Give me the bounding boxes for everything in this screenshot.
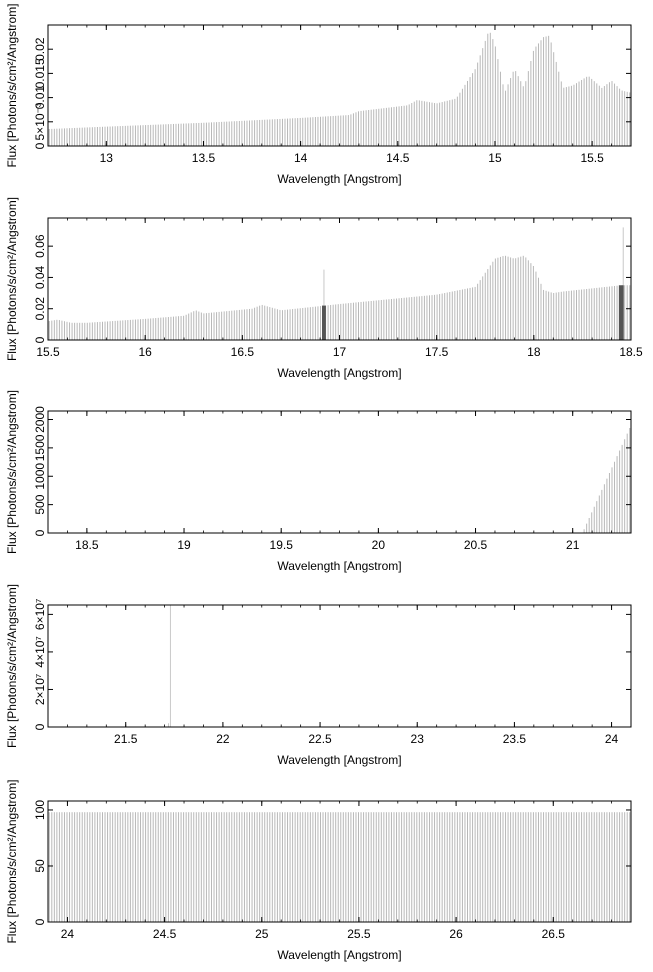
y-axis-label: Flux [Photons/s/cm²/Angstrom] <box>5 584 19 748</box>
spectrum-bars <box>167 605 171 727</box>
x-tick-label: 13 <box>100 151 114 165</box>
x-tick-label: 14.5 <box>386 151 410 165</box>
x-tick-label: 21.5 <box>114 732 138 746</box>
x-tick-label: 23.5 <box>503 732 527 746</box>
x-tick-label: 15.5 <box>580 151 604 165</box>
x-tick-label: 18 <box>527 345 541 359</box>
y-tick-label: 0.06 <box>33 234 47 258</box>
x-tick-label: 16 <box>138 345 152 359</box>
y-axis: 0 0.02 0.04 0.06 <box>33 234 631 343</box>
x-axis-label: Wavelength [Angstrom] <box>277 559 401 573</box>
spectrum-bars <box>48 32 631 146</box>
x-tick-label: 24 <box>605 732 619 746</box>
y-tick-label: 50 <box>33 859 47 873</box>
y-axis-label: Flux [Photons/s/cm²/Angstrom] <box>5 779 19 943</box>
highlighted-bar <box>618 285 624 340</box>
y-tick-label: 0.04 <box>33 265 47 289</box>
chart-panel-5: 24 24.5 25 25.5 26 26.5 0 50 100 Wavelength [Angs… <box>5 779 632 962</box>
x-axis: 24 24.5 25 25.5 26 26.5 <box>47 801 632 941</box>
x-tick-label: 17 <box>333 345 347 359</box>
spectrum-bars <box>48 227 631 340</box>
plot-frame <box>47 410 632 534</box>
x-tick-label: 18.5 <box>75 538 99 552</box>
y-tick-label: 5×10⁻³ <box>33 103 47 140</box>
y-tick-label: 0.02 <box>33 37 47 61</box>
x-axis: 21.5 22 22.5 23 23.5 24 <box>47 605 632 746</box>
x-tick-label: 22 <box>216 732 230 746</box>
y-axis-label: Flux [Photons/s/cm²/Angstrom] <box>5 3 19 167</box>
x-tick-label: 22.5 <box>308 732 332 746</box>
y-tick-label: 0.015 <box>33 58 47 88</box>
x-axis-label: Wavelength [Angstrom] <box>277 753 401 767</box>
x-axis-label: Wavelength [Angstrom] <box>277 172 401 186</box>
y-tick-label: 0 <box>33 723 47 730</box>
y-tick-label: 0 <box>33 142 47 149</box>
y-tick-label: 0.01 <box>33 86 47 110</box>
x-tick-label: 16.5 <box>231 345 255 359</box>
x-tick-label: 18.5 <box>619 345 643 359</box>
x-tick-label: 15 <box>488 151 502 165</box>
y-tick-label: 6×10⁷ <box>33 599 47 630</box>
highlighted-bar <box>322 305 326 340</box>
x-tick-label: 19 <box>177 538 191 552</box>
chart-panel-2: 15.5 16 16.5 17 17.5 18 18.5 0 0.02 0.04 0.06 Wavel… <box>5 197 643 380</box>
x-tick-label: 15.5 <box>36 345 60 359</box>
y-tick-label: 0.02 <box>33 297 47 321</box>
y-axis-label: Flux [Photons/s/cm²/Angstrom] <box>5 390 19 554</box>
y-tick-label: 0 <box>33 336 47 343</box>
y-tick-label: 4×10⁷ <box>33 636 47 667</box>
y-tick-label: 1500 <box>33 434 47 461</box>
x-tick-label: 23 <box>411 732 425 746</box>
x-tick-label: 17.5 <box>425 345 449 359</box>
x-tick-label: 21 <box>566 538 580 552</box>
x-tick-label: 14 <box>294 151 308 165</box>
x-axis-label: Wavelength [Angstrom] <box>277 948 401 962</box>
y-tick-label: 100 <box>33 800 47 820</box>
y-tick-label: 1000 <box>33 463 47 490</box>
y-tick-label: 2×10⁷ <box>33 674 47 705</box>
y-tick-label: 0 <box>33 918 47 925</box>
x-tick-label: 20 <box>372 538 386 552</box>
y-axis-label: Flux [Photons/s/cm²/Angstrom] <box>5 197 19 361</box>
chart-panel-4: 21.5 22 22.5 23 23.5 24 0 2×10⁷ 4×10⁷ 6×10⁷ Wavele… <box>5 584 632 767</box>
x-axis: 15.5 16 16.5 17 17.5 18 18.5 <box>36 218 643 359</box>
x-axis: 13 13.5 14 14.5 15 15.5 <box>47 25 632 165</box>
x-tick-label: 24 <box>61 927 75 941</box>
x-tick-label: 13.5 <box>192 151 216 165</box>
x-axis-label: Wavelength [Angstrom] <box>277 366 401 380</box>
x-tick-label: 26 <box>449 927 463 941</box>
y-tick-label: 500 <box>33 494 47 514</box>
y-axis: 0 50 100 <box>33 800 631 925</box>
spectrum-bars <box>48 812 631 922</box>
y-axis: 0 2×10⁷ 4×10⁷ 6×10⁷ <box>33 599 631 730</box>
y-tick-label: 2000 <box>33 406 47 433</box>
plot-frame <box>47 604 632 728</box>
x-tick-label: 26.5 <box>542 927 566 941</box>
x-tick-label: 25.5 <box>347 927 371 941</box>
y-tick-label: 0 <box>33 529 47 536</box>
x-axis: 18.5 19 19.5 20 20.5 21 <box>47 411 632 552</box>
x-tick-label: 25 <box>255 927 269 941</box>
x-tick-label: 20.5 <box>464 538 488 552</box>
x-tick-label: 19.5 <box>270 538 294 552</box>
spectrum-bars <box>583 427 631 533</box>
x-tick-label: 24.5 <box>153 927 177 941</box>
